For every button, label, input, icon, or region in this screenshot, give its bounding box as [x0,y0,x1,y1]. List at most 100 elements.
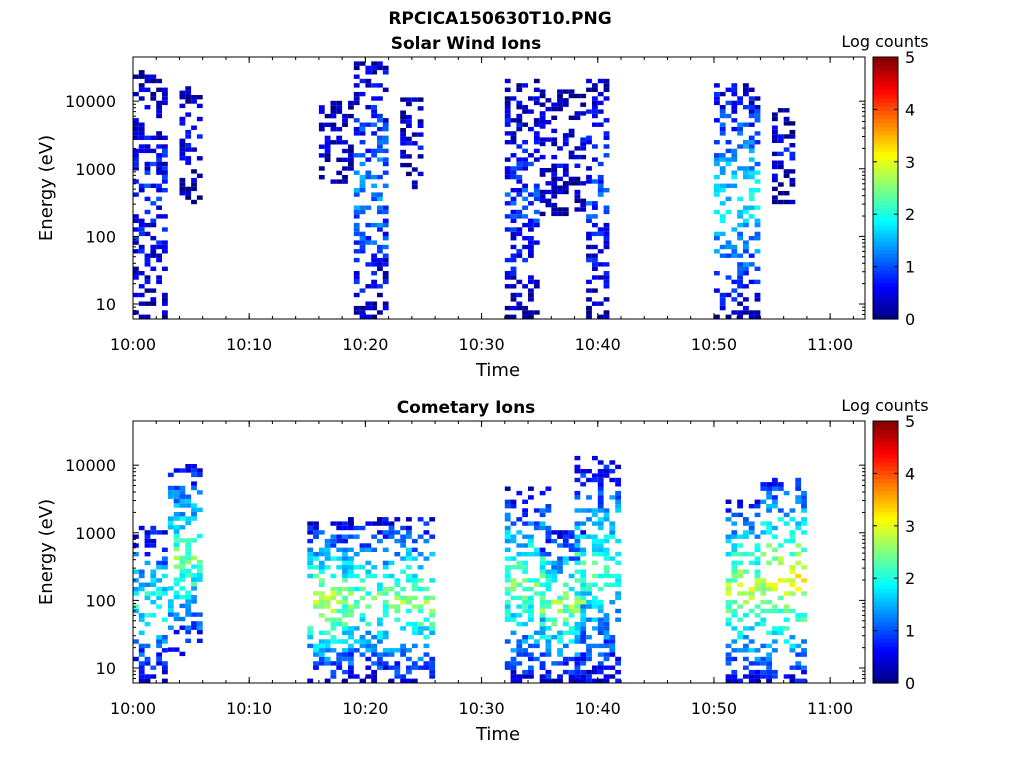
spectrogram-cell [568,674,575,679]
spectrogram-cell [196,568,203,574]
spectrogram-cell [586,297,592,302]
spectrogram-cell [545,525,552,531]
spectrogram-cell [539,172,546,177]
spectrogram-cell [743,166,749,171]
spectrogram-cell [516,214,523,219]
spectrogram-cell [592,109,598,114]
spectrogram-cell [394,669,401,675]
spectrogram-cell [417,626,424,631]
spectrogram-cell [342,538,348,544]
spectrogram-cell [185,186,192,192]
spectrogram-cell [196,195,203,200]
spectrogram-cell [597,100,604,106]
spectrogram-cell [592,253,598,258]
spectrogram-cell [522,305,528,311]
spectrogram-cell [196,103,203,109]
spectrogram-cell [603,231,610,237]
spectrogram-cell [394,582,401,587]
spectrogram-cell [144,105,151,110]
colorbar-swatch [873,580,898,586]
spectrogram-cell [772,604,778,609]
spectrogram-cell [725,608,732,614]
spectrogram-cell [568,586,575,592]
spectrogram-cell [603,314,610,319]
spectrogram-cell [533,578,540,583]
spectrogram-cell [504,157,511,162]
spectrogram-cell [731,608,738,614]
spectrogram-cell [133,218,139,223]
spectrogram-cell [522,552,528,557]
spectrogram-cell [162,573,168,579]
spectrogram-cell [743,297,749,302]
spectrogram-cell [731,669,738,675]
spectrogram-cell [597,314,604,319]
colorbar-swatch [873,216,898,222]
spectrogram-cell [371,314,377,319]
spectrogram-cell [156,157,162,162]
spectrogram-cell [173,516,180,521]
colorbar-swatch [873,506,898,512]
spectrogram-cell [789,582,796,587]
spectrogram-cell [371,573,377,579]
spectrogram-cell [179,538,186,543]
spectrogram-cell [586,508,592,513]
spectrogram-cell [144,135,151,140]
colorbar-swatch [873,543,898,549]
spectrogram-cell [342,113,348,119]
spectrogram-cell [191,516,197,521]
spectrogram-cell [545,508,552,513]
spectrogram-cell [371,284,377,289]
spectrogram-cell [725,87,732,92]
spectrogram-cell [801,639,807,644]
spectrogram-cell [423,643,430,649]
spectrogram-cell [377,652,383,657]
spectrogram-cell [580,146,587,151]
spectrogram-cell [777,151,784,157]
spectrogram-cell [539,573,546,579]
spectrogram-cell [562,617,569,622]
spectrogram-cell [725,161,732,167]
spectrogram-cell [371,678,377,683]
spectrogram-cell [138,525,145,531]
spectrogram-cell [313,665,319,670]
colorbar-swatch [873,470,898,475]
spectrogram-cell [382,253,389,258]
spectrogram-cell [133,266,139,271]
spectrogram-cell [138,573,145,579]
spectrogram-cell [185,129,192,135]
spectrogram-cell [760,499,767,504]
spectrogram-cell [313,591,319,596]
spectrogram-cell [615,608,621,614]
spectrogram-cell [539,617,546,622]
spectrogram-cell [510,209,517,215]
spectrogram-cell [772,639,778,644]
spectrogram-cell [504,573,511,579]
spectrogram-cell [760,591,767,596]
spectrogram-cell [336,179,343,184]
spectrogram-cell [324,630,331,635]
spectrogram-cell [615,573,621,579]
spectrogram-cell [562,102,569,107]
y-tick-label: 100 [85,591,116,610]
spectrogram-cell [731,565,738,570]
spectrogram-cell [382,560,389,566]
spectrogram-cell [586,586,592,592]
spectrogram-cell [539,560,546,566]
spectrogram-cell [185,191,192,196]
spectrogram-cell [580,93,587,99]
spectrogram-cell [603,617,610,622]
spectrogram-cell [597,626,604,631]
x-tick-label: 10:10 [226,335,272,354]
spectrogram-cell [719,301,726,306]
spectrogram-cell [592,573,598,579]
spectrogram-cell [748,140,755,145]
spectrogram-cell [144,74,151,79]
spectrogram-cell [307,573,314,579]
spectrogram-cell [760,669,767,675]
spectrogram-cell [371,534,377,539]
spectrogram-cell [522,244,528,250]
spectrogram-cell [144,257,151,263]
spectrogram-cell [179,568,186,574]
spectrogram-cell [196,468,203,473]
spectrogram-cell [539,595,546,601]
